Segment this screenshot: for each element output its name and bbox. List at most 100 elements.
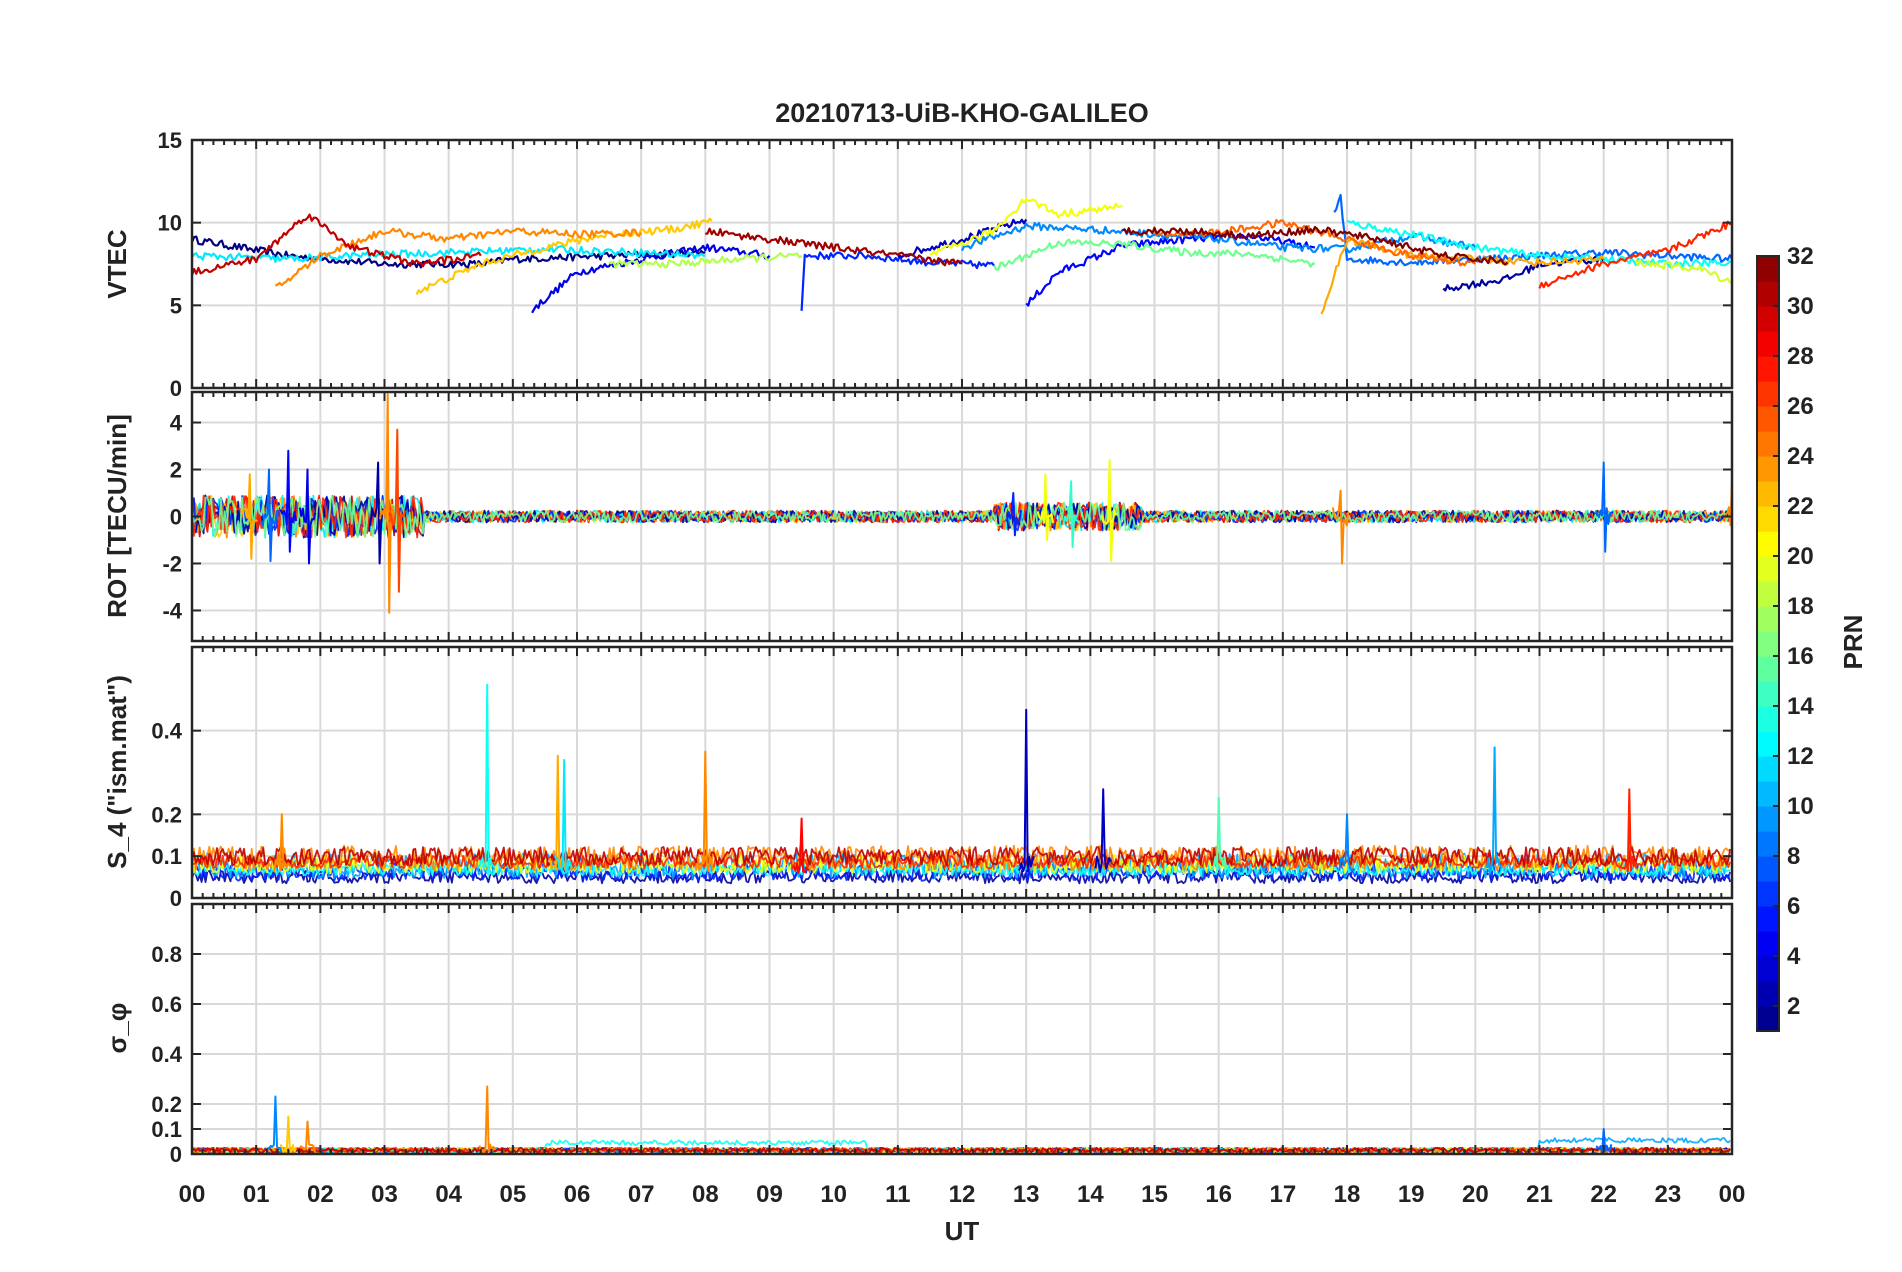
colorbar-tick-label: 16 [1787,643,1814,670]
vtec-series-line [1025,232,1316,307]
colorbar-segment [1757,806,1779,832]
noise-trace [192,846,1731,867]
x-tick-label: 21 [1526,1181,1553,1208]
vtec-series-line [1634,258,1732,284]
spike-trace [696,750,714,873]
colorbar-segment [1757,631,1779,657]
colorbar-segment [1757,406,1779,432]
y-tick-label: 4 [170,411,183,436]
y-tick-label: 0 [170,1142,182,1167]
spike-trace [1723,480,1732,527]
y-tick-label: 0.6 [151,992,182,1017]
x-tick-label: 00 [1719,1181,1746,1208]
panel-vtec: 0 5 10 15 VTEC [102,128,1734,401]
spike-trace [379,393,397,614]
y-axis-label: ROT [TECU/min] [102,414,132,618]
x-tick-label: 11 [885,1181,910,1208]
x-tick-label: 01 [243,1181,270,1208]
y-tick-label: 2 [170,458,182,483]
x-tick-label: 22 [1590,1181,1617,1208]
spike-trace [1595,461,1613,553]
colorbar-segment [1757,381,1779,407]
colorbar-tick-label: 24 [1787,443,1814,470]
x-tick-label: 09 [756,1181,783,1208]
vtec-series-line [705,227,963,267]
colorbar-segment [1757,281,1779,307]
colorbar-tick-label: 12 [1787,743,1814,770]
vtec-series-line [192,213,482,276]
x-tick-label: 08 [692,1181,719,1208]
x-tick-label: 18 [1334,1181,1361,1208]
y-tick-label: 0.1 [151,1117,182,1142]
colorbar-segment [1757,331,1779,357]
colorbar-segment [1757,706,1779,732]
x-tick-label: 20 [1462,1181,1489,1208]
colorbar-label: PRN [1838,615,1868,670]
spike-trace [260,468,278,563]
vtec-series-line [192,244,706,263]
vtec-series-line [608,252,803,269]
colorbar-segment [1757,956,1779,982]
colorbar-segment [1757,756,1779,782]
colorbar-segment [1757,881,1779,907]
colorbar-tick-label: 14 [1787,693,1814,720]
tick-marks [191,904,1733,1155]
spike-trace [1338,813,1356,872]
vtec-series-line [415,217,713,295]
spike-trace [1100,459,1118,563]
colorbar-segment [1757,656,1779,682]
colorbar-segment [1757,1006,1779,1032]
colorbar-segment [1757,431,1779,457]
colorbar-segment [1757,581,1779,607]
colorbar-tick-label: 4 [1787,943,1801,970]
x-tick-label: 17 [1269,1181,1296,1208]
spike-trace [299,1120,317,1154]
x-tick-label: 00 [179,1181,206,1208]
colorbar-segment [1757,781,1779,807]
spike-trace [478,1085,496,1154]
vtec-series-line [1122,225,1509,266]
y-tick-label: 0.4 [151,719,182,744]
colorbar-segment [1757,606,1779,632]
y-tick-label: 0 [170,505,182,530]
spike-trace [478,683,496,874]
colorbar-tick-label: 28 [1787,343,1814,370]
y-axis-label: σ_φ [102,1003,132,1054]
colorbar-tick-label: 6 [1787,893,1800,920]
tick-marks [191,139,1733,389]
x-tick-label: 03 [371,1181,398,1208]
y-axis-label: VTEC [102,229,132,299]
tick-marks [191,647,1733,899]
figure-title: 20210713-UiB-KHO-GALILEO [775,98,1149,128]
panel-sigma-phi: 00.10.2 0.4 0.6 0.8 σ_φ [102,902,1734,1167]
x-tick-label: 15 [1141,1181,1168,1208]
colorbar-segment [1757,931,1779,957]
vtec-series-line [274,227,643,287]
spike-trace [1062,480,1080,548]
spike-trace [388,428,406,593]
colorbar-segment [1757,531,1779,557]
colorbar-tick-label: 26 [1787,393,1814,420]
y-tick-label: -4 [162,598,182,623]
colorbar-tick-label: 22 [1787,493,1814,520]
y-tick-label: -2 [162,551,182,576]
noise-trace [192,495,1731,539]
x-tick-label: 10 [820,1181,847,1208]
data-2 [192,683,1731,885]
x-tick-labels: 00 01 02 03 04 05 06 07 08 09 10 11 12 13 14 15 16 17 18 19… [179,1181,1746,1208]
x-tick-label: 14 [1077,1181,1104,1208]
spike-trace [1094,788,1112,873]
data-0 [192,193,1732,315]
x-tick-label: 19 [1398,1181,1425,1208]
x-tick-label: 07 [628,1181,655,1208]
x-tick-label: 04 [435,1181,462,1208]
colorbar-segment [1757,556,1779,582]
colorbar-frame [1756,255,1780,1032]
spike-trace [1005,492,1022,537]
y-tick-label: 15 [158,128,182,153]
colorbar-tick-label: 10 [1787,793,1814,820]
y-tick-label: 0 [170,376,182,401]
spike-trace [1017,708,1035,873]
colorbar-segment [1757,906,1779,932]
